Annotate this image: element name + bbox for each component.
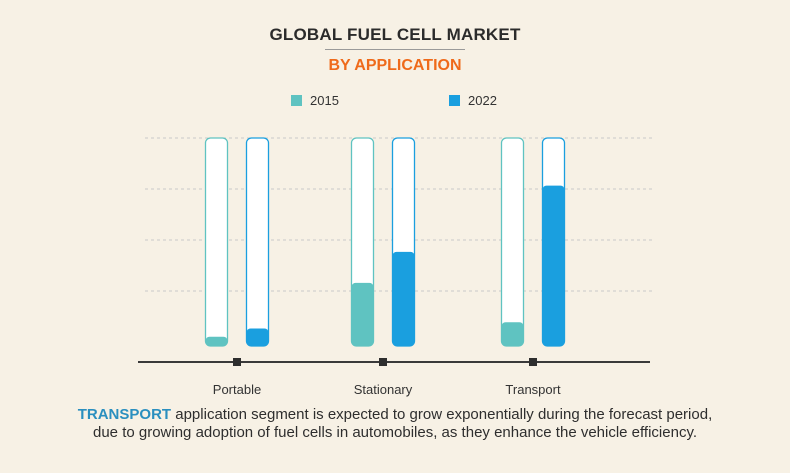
- x-label-stationary: Stationary: [354, 382, 413, 397]
- legend-item-2015: 2015: [291, 93, 339, 108]
- bar-track-portable-2022: [245, 137, 270, 347]
- chart-caption: TRANSPORT application segment is expecte…: [70, 406, 720, 442]
- x-tick-transport: [529, 358, 537, 366]
- legend-label-2015: 2015: [310, 93, 339, 108]
- bar-portable-2015: [205, 336, 228, 346]
- bar-chart: Portable Stationary Transport: [138, 137, 652, 397]
- x-label-portable: Portable: [213, 382, 261, 397]
- bar-portable-2022: [246, 328, 269, 346]
- bar-track-transport-2015: [500, 137, 525, 347]
- legend-item-2022: 2022: [449, 93, 497, 108]
- legend-label-2022: 2022: [468, 93, 497, 108]
- caption-text: application segment is expected to grow …: [93, 406, 713, 441]
- x-tick-stationary: [379, 358, 387, 366]
- bar-stationary-2022: [392, 251, 415, 346]
- bar-transport-2015: [501, 322, 524, 346]
- bar-transport-2022: [542, 185, 565, 346]
- title-divider: [325, 49, 465, 50]
- chart-title: GLOBAL FUEL CELL MARKET: [269, 25, 521, 44]
- bar-track-portable-2015: [204, 137, 229, 347]
- legend-swatch-2015: [291, 95, 302, 106]
- caption-highlight: TRANSPORT: [77, 406, 172, 423]
- bar-stationary-2015: [351, 282, 374, 346]
- x-label-transport: Transport: [505, 382, 561, 397]
- x-tick-portable: [233, 358, 241, 366]
- legend-swatch-2022: [449, 95, 460, 106]
- chart-subtitle: BY APPLICATION: [328, 57, 462, 74]
